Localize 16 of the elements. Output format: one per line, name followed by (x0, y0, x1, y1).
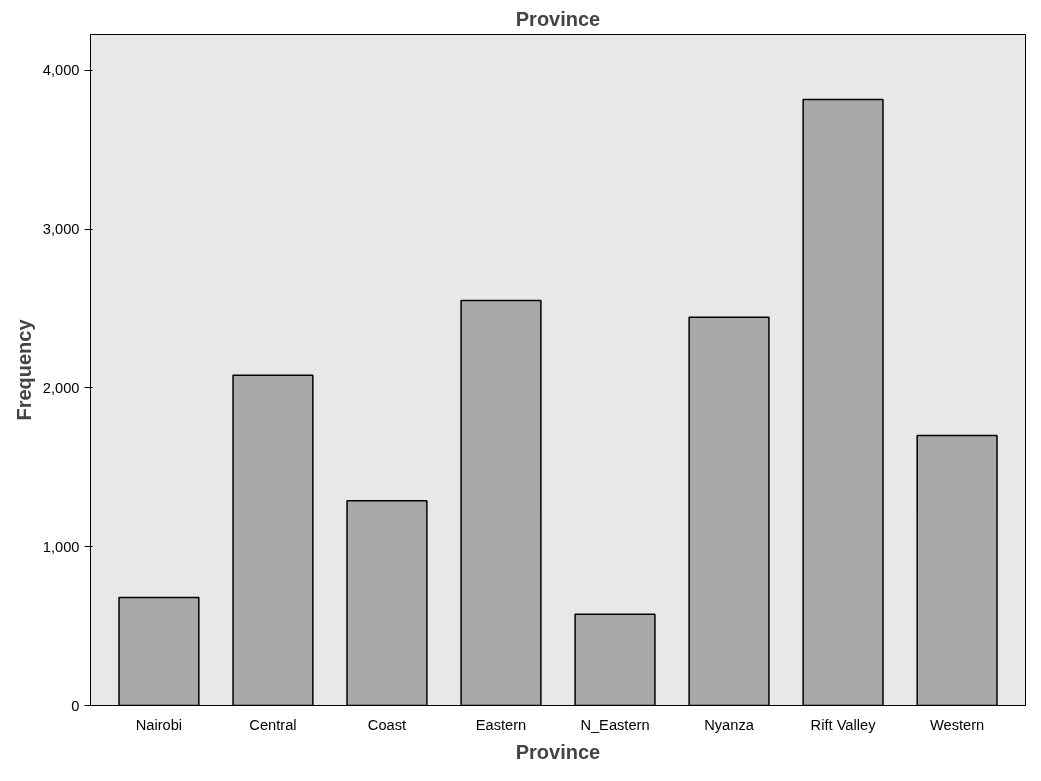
x-tick-label: Central (249, 716, 297, 733)
x-tick-label: Nyanza (704, 716, 755, 733)
y-tick-label: 1,000 (42, 538, 80, 555)
x-tick-label: Nairobi (135, 716, 183, 733)
y-tick-label: 4,000 (42, 62, 80, 79)
x-axis-title: Province (515, 740, 601, 763)
x-tick-label: Rift Valley (810, 716, 877, 733)
x-tick-label: Western (929, 716, 985, 733)
x-tick-label: N_Eastern (580, 716, 650, 733)
y-tick-label: 3,000 (42, 221, 80, 238)
chart-title: Province (515, 7, 601, 30)
y-axis-title: Frequency (12, 318, 35, 421)
y-tick-label: 0 (71, 697, 80, 714)
x-tick-label: Eastern (475, 716, 527, 733)
y-tick-label: 2,000 (42, 379, 80, 396)
x-tick-label: Coast (367, 716, 407, 733)
